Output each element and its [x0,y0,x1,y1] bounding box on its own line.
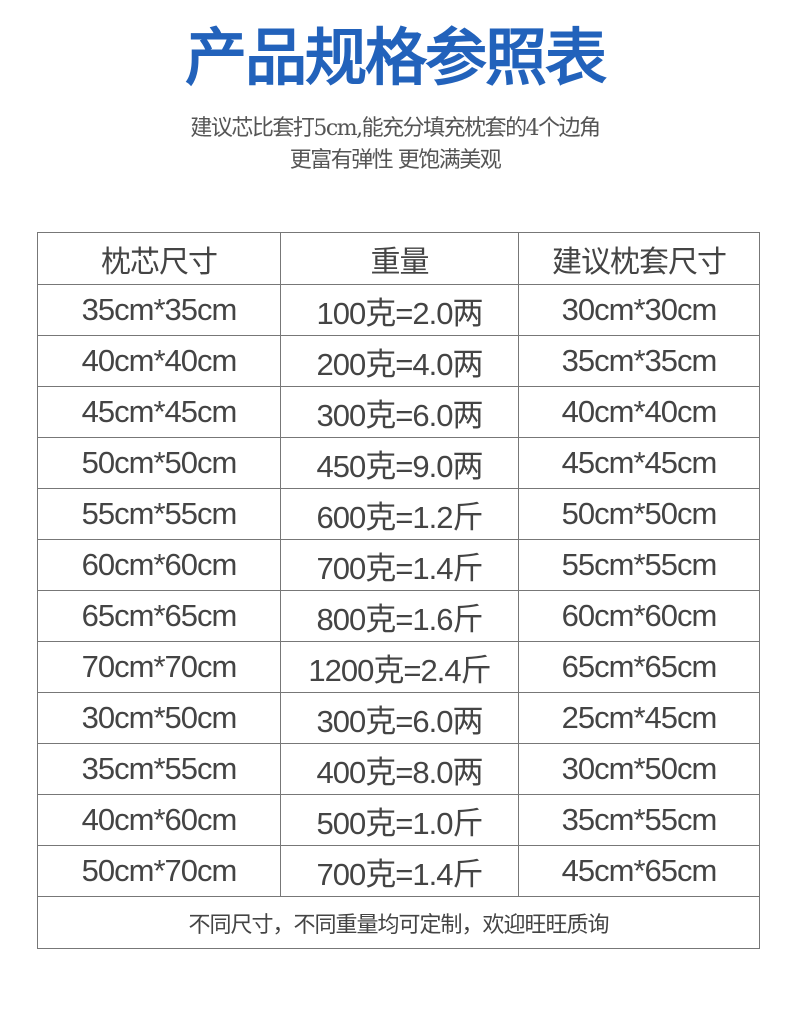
header-cell: 重量 [280,232,519,285]
core-size-cell: 70cm*70cm [37,641,281,693]
table-row: 40cm*40cm 200克=4.0两 35cm*35cm [37,335,760,387]
weight-cell: 500克=1.0斤 [280,794,519,846]
table-header-row: 枕芯尺寸 重量 建议枕套尺寸 [37,232,760,285]
weight-cell: 300克=6.0两 [280,692,519,744]
table-row: 60cm*60cm 700克=1.4斤 55cm*55cm [37,539,760,591]
table-row: 35cm*55cm 400克=8.0两 30cm*50cm [37,743,760,795]
footer-note: 不同尺寸，不同重量均可定制，欢迎旺旺质询 [37,896,760,949]
table-footer-row: 不同尺寸，不同重量均可定制，欢迎旺旺质询 [37,896,760,949]
table-row: 30cm*50cm 300克=6.0两 25cm*45cm [37,692,760,744]
cover-size-cell: 35cm*55cm [518,794,760,846]
cover-size-cell: 65cm*65cm [518,641,760,693]
table-row: 65cm*65cm 800克=1.6斤 60cm*60cm [37,590,760,642]
core-size-cell: 30cm*50cm [37,692,281,744]
cover-size-cell: 55cm*55cm [518,539,760,591]
core-size-cell: 35cm*55cm [37,743,281,795]
cover-size-cell: 60cm*60cm [518,590,760,642]
cover-size-cell: 25cm*45cm [518,692,760,744]
cover-size-cell: 30cm*30cm [518,284,760,336]
weight-cell: 400克=8.0两 [280,743,519,795]
core-size-cell: 65cm*65cm [37,590,281,642]
table-row: 70cm*70cm 1200克=2.4斤 65cm*65cm [37,641,760,693]
table-row: 50cm*70cm 700克=1.4斤 45cm*65cm [37,845,760,897]
core-size-cell: 40cm*60cm [37,794,281,846]
cover-size-cell: 35cm*35cm [518,335,760,387]
subtitle-line-1: 建议芯比套打5cm,能充分填充枕套的4个边角 [190,116,601,141]
weight-cell: 700克=1.4斤 [280,845,519,897]
weight-cell: 100克=2.0两 [280,284,519,336]
table-row: 45cm*45cm 300克=6.0两 40cm*40cm [37,386,760,438]
cover-size-cell: 50cm*50cm [518,488,760,540]
weight-cell: 600克=1.2斤 [280,488,519,540]
cover-size-cell: 30cm*50cm [518,743,760,795]
spec-table: 枕芯尺寸 重量 建议枕套尺寸 35cm*35cm 100克=2.0两 30cm*30… [37,232,760,949]
core-size-cell: 35cm*35cm [37,284,281,336]
weight-cell: 800克=1.6斤 [280,590,519,642]
table-row: 35cm*35cm 100克=2.0两 30cm*30cm [37,284,760,336]
table-row: 50cm*50cm 450克=9.0两 45cm*45cm [37,437,760,489]
page-title: 产品规格参照表 [184,21,607,94]
table-row: 40cm*60cm 500克=1.0斤 35cm*55cm [37,794,760,846]
subtitle-line-2: 更富有弹性 更饱满美观 [289,148,502,173]
weight-cell: 700克=1.4斤 [280,539,519,591]
table-row: 55cm*55cm 600克=1.2斤 50cm*50cm [37,488,760,540]
core-size-cell: 40cm*40cm [37,335,281,387]
weight-cell: 300克=6.0两 [280,386,519,438]
core-size-cell: 45cm*45cm [37,386,281,438]
weight-cell: 1200克=2.4斤 [280,641,519,693]
header-cell: 枕芯尺寸 [37,232,281,285]
cover-size-cell: 40cm*40cm [518,386,760,438]
cover-size-cell: 45cm*45cm [518,437,760,489]
core-size-cell: 60cm*60cm [37,539,281,591]
core-size-cell: 50cm*70cm [37,845,281,897]
weight-cell: 450克=9.0两 [280,437,519,489]
core-size-cell: 55cm*55cm [37,488,281,540]
cover-size-cell: 45cm*65cm [518,845,760,897]
core-size-cell: 50cm*50cm [37,437,281,489]
weight-cell: 200克=4.0两 [280,335,519,387]
header-cell: 建议枕套尺寸 [518,232,760,285]
